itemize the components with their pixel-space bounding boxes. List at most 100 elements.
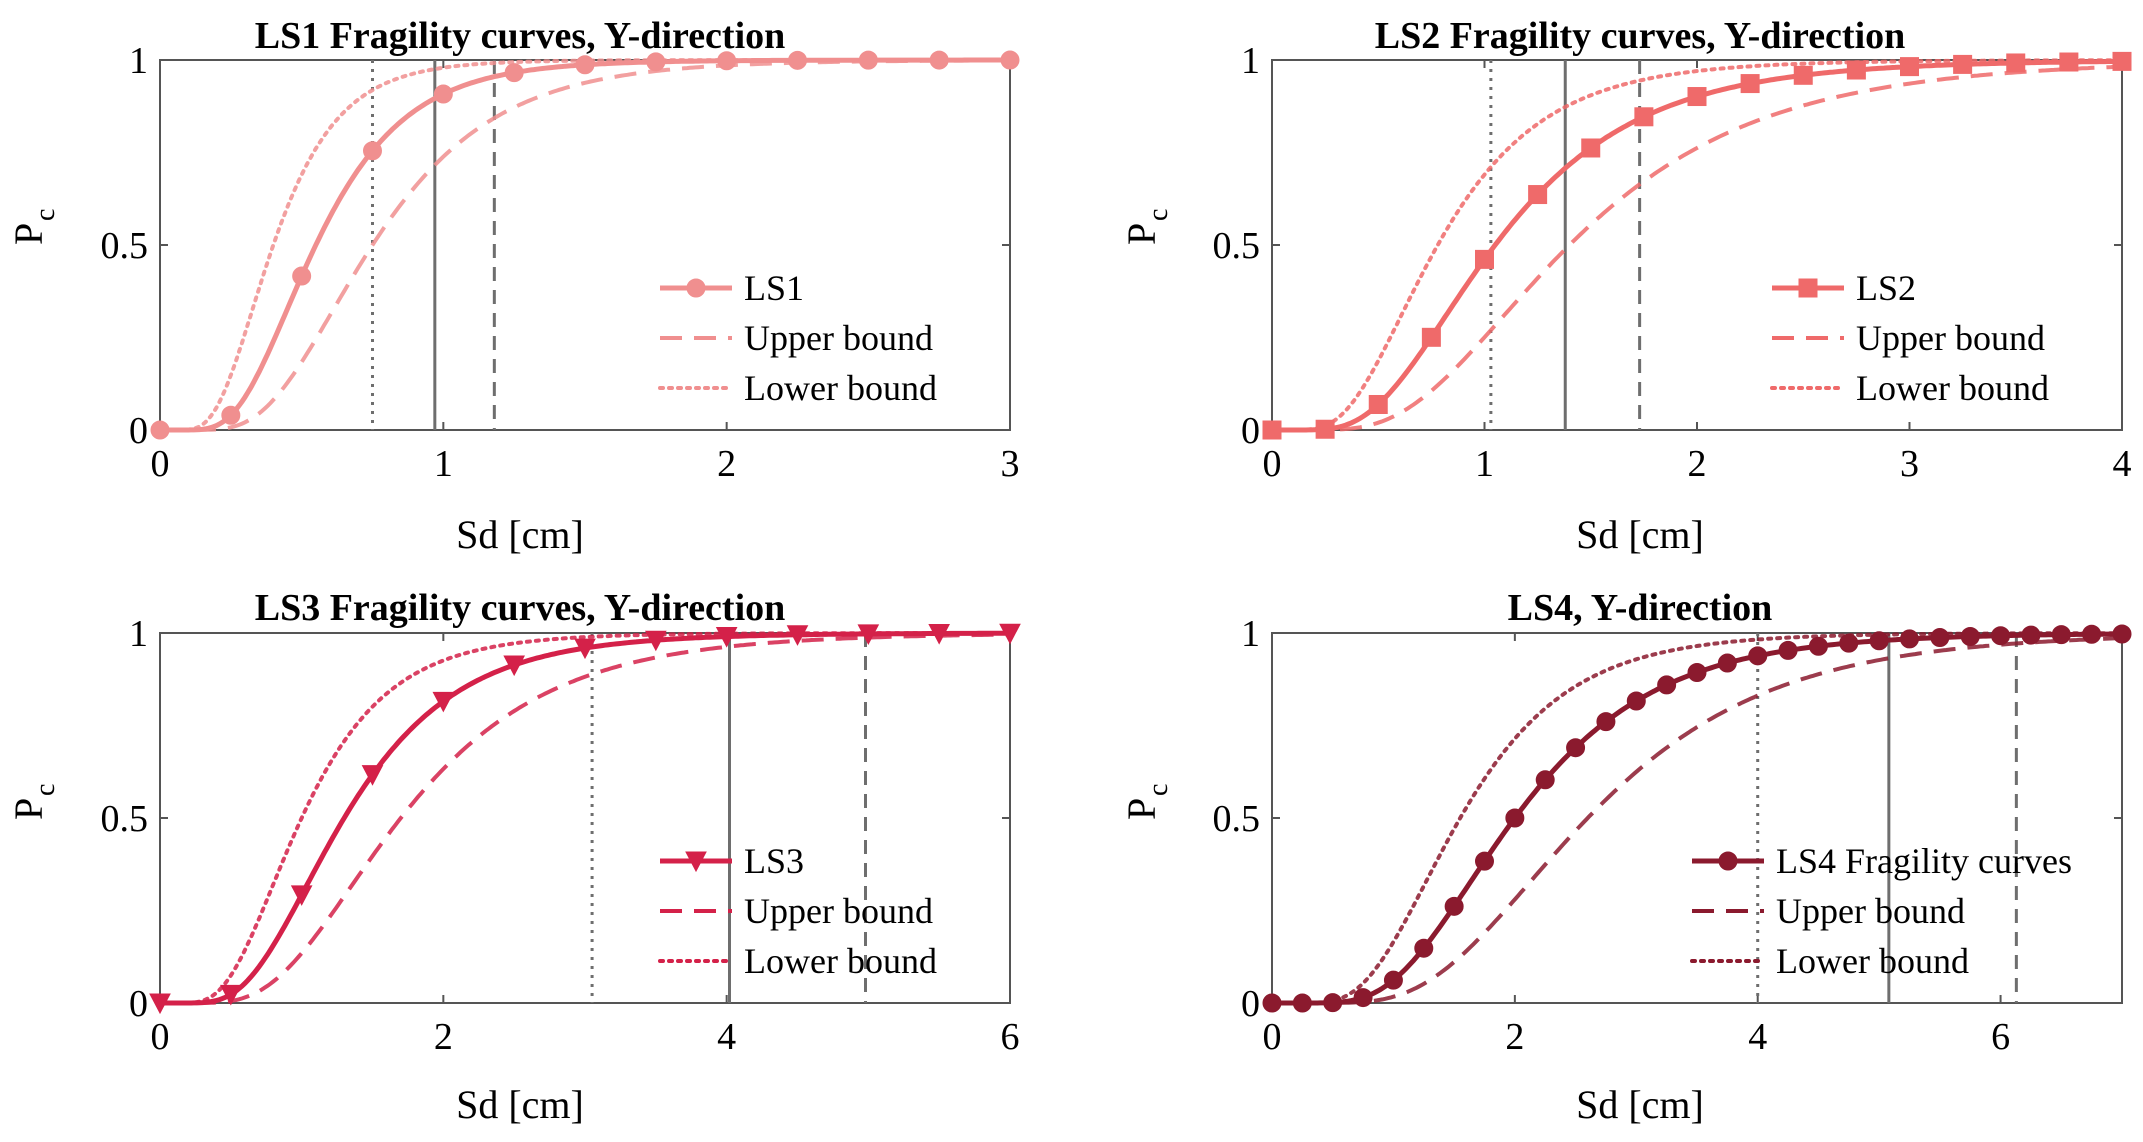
- data-point: [1900, 629, 1919, 649]
- y-axis-label-sub: c: [1143, 209, 1174, 221]
- data-point: [2112, 51, 2132, 71]
- y-tick-label: 0.5: [101, 225, 149, 267]
- data-point: [1657, 675, 1677, 695]
- legend-entry: Upper bound: [1776, 891, 1965, 931]
- data-point: [1960, 627, 1980, 647]
- data-point: [361, 765, 384, 786]
- x-axis-label: Sd [cm]: [1576, 1082, 1704, 1127]
- plot-area: 0 2 4 6 0 0.5 1 LS4 Fragility curves Upper bound…: [1213, 613, 2132, 1058]
- y-axis-label-main: P: [6, 798, 51, 820]
- plot-area: 0 1 2 3 0 0.5 1 LS1 Upper bound Lower bound: [101, 40, 1020, 485]
- data-point: [788, 50, 807, 70]
- data-point: [646, 52, 666, 72]
- data-point: [1262, 993, 1282, 1013]
- x-tick-label: 2: [1505, 1016, 1524, 1058]
- y-axis-label-main: P: [1119, 798, 1164, 820]
- y-axis-label-sub: c: [1143, 784, 1174, 796]
- legend-entry: Lower bound: [1776, 941, 1969, 981]
- legend-entry: Upper bound: [744, 891, 933, 931]
- data-point: [717, 51, 737, 71]
- data-point: [1846, 60, 1866, 80]
- data-point: [1323, 993, 1343, 1013]
- data-point: [1581, 138, 1601, 158]
- data-point: [432, 691, 455, 713]
- y-tick-label: 0.5: [101, 798, 149, 840]
- y-tick-label: 0: [129, 410, 148, 452]
- y-axis-label-main: P: [6, 223, 51, 245]
- x-tick-label: 2: [1688, 443, 1707, 485]
- data-point: [1748, 646, 1768, 666]
- data-point: [503, 655, 525, 677]
- data-point: [1596, 712, 1616, 732]
- y-tick-label: 0: [1241, 983, 1260, 1025]
- x-tick-label: 0: [1263, 1016, 1282, 1058]
- data-point: [149, 993, 171, 1015]
- x-tick-label: 1: [434, 443, 453, 485]
- y-axis-label: P c: [1119, 784, 1174, 820]
- data-point: [929, 50, 949, 70]
- legend-entry: LS1: [744, 268, 804, 308]
- y-axis-label-sub: c: [30, 784, 61, 796]
- data-point: [2021, 625, 2041, 645]
- data-point: [1528, 185, 1548, 205]
- x-tick-label: 0: [1263, 443, 1282, 485]
- legend-entry: Lower bound: [744, 941, 937, 981]
- plot-area: 0 2 4 6 0 0.5 1 LS3 Upper bound Lower bound: [101, 613, 1021, 1058]
- x-tick-label: 4: [717, 1016, 736, 1058]
- legend-entry: Lower bound: [1856, 368, 2049, 408]
- x-tick-label: 2: [717, 443, 736, 485]
- data-point: [1262, 420, 1282, 440]
- y-axis-label: P c: [6, 209, 61, 245]
- data-point: [1634, 107, 1654, 127]
- x-tick-label: 6: [1001, 1016, 1020, 1058]
- fragility-panel-ls2: LS2 Fragility curves, Y-direction Sd [cm…: [1119, 15, 2132, 557]
- legend-entry: LS3: [744, 841, 804, 881]
- data-point: [715, 627, 738, 648]
- legend: LS3 Upper bound Lower bound: [658, 841, 937, 981]
- legend-entry: Lower bound: [744, 368, 937, 408]
- data-point: [150, 420, 170, 440]
- panel-title: LS1 Fragility curves, Y-direction: [255, 15, 786, 57]
- data-point: [1414, 938, 1434, 958]
- x-tick-label: 3: [1001, 443, 1020, 485]
- data-point: [1869, 631, 1889, 651]
- data-point: [220, 984, 242, 1006]
- data-point: [1421, 327, 1441, 347]
- data-point: [290, 885, 313, 906]
- data-point: [504, 63, 524, 83]
- data-point: [1292, 993, 1312, 1013]
- upper-bound-curve: [160, 632, 1010, 1005]
- data-point: [645, 630, 667, 652]
- lower-bound-curve: [1270, 631, 2124, 1005]
- legend-marker: [1798, 278, 1818, 298]
- legend: LS2 Upper bound Lower bound: [1770, 268, 2049, 408]
- data-point: [1000, 50, 1020, 70]
- x-tick-label: 6: [1991, 1016, 2010, 1058]
- data-point: [1740, 74, 1760, 94]
- legend-entry: Upper bound: [744, 318, 933, 358]
- data-point: [1383, 970, 1403, 990]
- x-tick-label: 4: [2113, 443, 2132, 485]
- data-point: [786, 625, 809, 646]
- y-axis-label-sub: c: [30, 209, 61, 221]
- data-point: [574, 638, 596, 660]
- upper-bound-curve: [1272, 64, 2123, 432]
- data-point: [1566, 738, 1586, 758]
- plot-area: 0 1 2 3 4 0 0.5 1 LS2 Upper bound Lower bound: [1213, 40, 2132, 485]
- y-tick-label: 0.5: [1213, 798, 1261, 840]
- x-axis-label: Sd [cm]: [456, 1082, 584, 1127]
- data-point: [1475, 249, 1494, 269]
- data-point: [1778, 640, 1798, 660]
- legend-marker: [1718, 851, 1738, 871]
- x-tick-label: 0: [151, 443, 170, 485]
- x-axis-label: Sd [cm]: [1576, 512, 1704, 557]
- data-point: [1793, 65, 1813, 85]
- panel-title: LS2 Fragility curves, Y-direction: [1375, 15, 1906, 57]
- data-point: [433, 84, 453, 104]
- legend: LS4 Fragility curves Upper bound Lower bou…: [1690, 841, 2072, 981]
- data-point: [928, 623, 950, 645]
- x-tick-label: 4: [1748, 1016, 1767, 1058]
- data-point: [2059, 52, 2079, 72]
- y-axis-label-main: P: [1119, 223, 1164, 245]
